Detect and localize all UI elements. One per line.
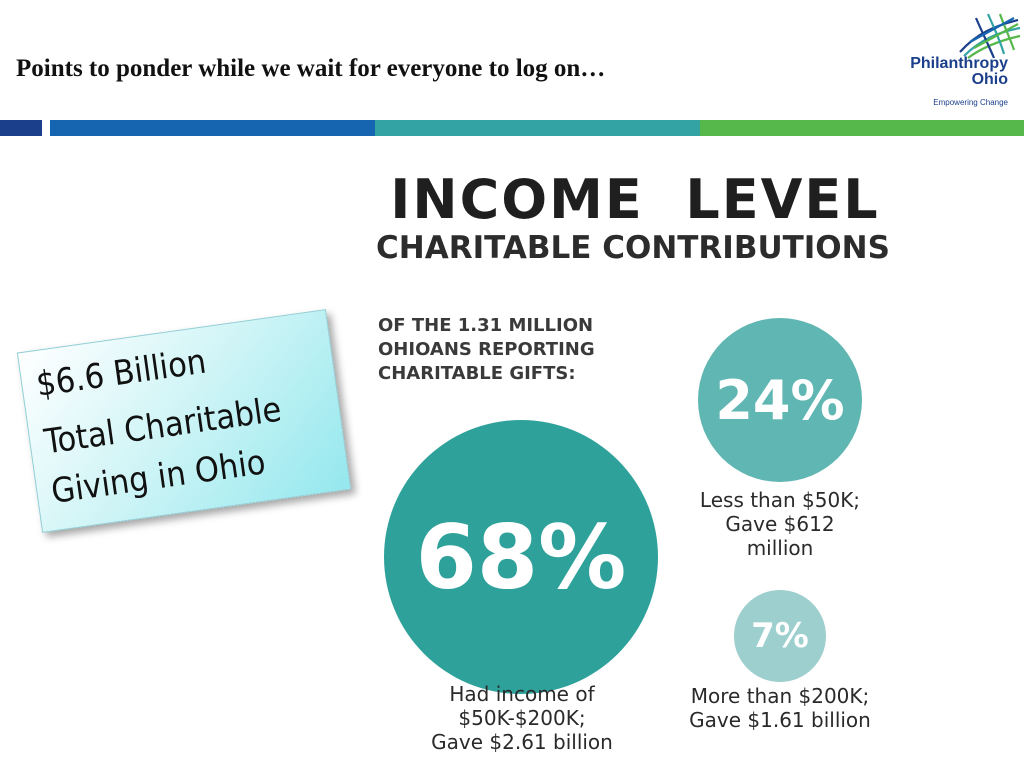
stripe-teal xyxy=(375,120,700,136)
stat-caption-line: Gave $1.61 billion xyxy=(689,708,871,732)
stat-caption-line: Less than $50K; xyxy=(699,488,861,512)
infographic-heading: INCOME LEVEL xyxy=(390,168,880,231)
infographic-intro: OF THE 1.31 MILLION OHIOANS REPORTING CH… xyxy=(378,315,595,384)
stat-percent-7: 7% xyxy=(751,616,809,656)
stat-caption-line: $50K-$200K; xyxy=(458,706,586,730)
stat-caption-line: More than $200K; xyxy=(690,684,870,708)
stat-caption-24: Less than $50K; Gave $612 million xyxy=(680,488,880,560)
stat-caption-line: Gave $2.61 billion xyxy=(431,730,613,754)
callout-line-1: $6.6 Billion xyxy=(33,341,209,405)
philanthropy-ohio-logo: Philanthropy Ohio Empowering Change xyxy=(884,12,1024,112)
stat-caption-68: Had income of $50K-$200K; Gave $2.61 bil… xyxy=(410,682,634,754)
stat-percent-24: 24% xyxy=(715,368,845,432)
logo-tagline: Empowering Change xyxy=(933,98,1008,107)
callout-box: $6.6 Billion Total Charitable Giving in … xyxy=(16,309,352,533)
woven-grid-icon xyxy=(959,13,1021,59)
stat-circle-24: 24% xyxy=(698,318,862,482)
stripe-blue xyxy=(50,120,375,136)
stat-circle-7: 7% xyxy=(734,590,826,682)
stat-caption-line: million xyxy=(746,536,814,560)
stat-percent-68: 68% xyxy=(415,505,627,609)
stat-caption-line: Had income of xyxy=(449,682,595,706)
stripe-navy xyxy=(0,120,42,136)
logo-name-line1: Philanthropy xyxy=(910,55,1008,72)
stat-caption-7: More than $200K; Gave $1.61 billion xyxy=(664,684,896,732)
stat-circle-68: 68% xyxy=(384,420,658,694)
logo-name: Philanthropy Ohio xyxy=(888,56,1008,88)
slide-title: Points to ponder while we wait for every… xyxy=(16,55,606,82)
stat-caption-line: Gave $612 xyxy=(725,512,835,536)
stripe-green xyxy=(700,120,1024,136)
infographic-subheading: CHARITABLE CONTRIBUTIONS xyxy=(376,230,890,266)
logo-name-line2: Ohio xyxy=(971,71,1008,88)
